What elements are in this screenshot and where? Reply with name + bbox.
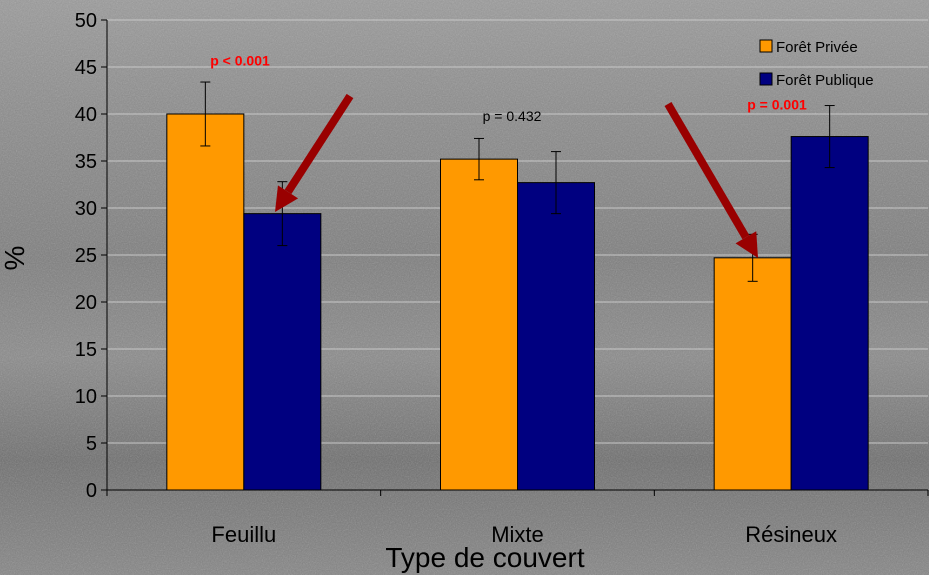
- annotation-arrow-head: [735, 231, 758, 258]
- bar-publique: [243, 213, 322, 491]
- annotation-arrow-head: [275, 185, 299, 212]
- bar-privee: [713, 257, 792, 491]
- legend-swatch: [759, 39, 773, 53]
- y-tick-label: 0: [86, 480, 97, 502]
- bar-publique: [790, 136, 869, 491]
- y-tick-label: 15: [75, 339, 97, 361]
- y-tick-label: 40: [75, 104, 97, 126]
- legend-label: Forêt Publique: [776, 72, 874, 89]
- y-tick-label: 20: [75, 292, 97, 314]
- x-category-label: Résineux: [745, 522, 837, 547]
- x-axis-title: Type de couvert: [385, 542, 584, 573]
- bar-publique: [517, 182, 595, 491]
- y-tick-label: 5: [86, 433, 97, 455]
- p-value-annotation: p = 0.001: [747, 97, 807, 113]
- y-tick-label: 30: [75, 198, 97, 220]
- y-tick-label: 10: [75, 386, 97, 408]
- p-value-annotation: p < 0.001: [210, 52, 270, 68]
- annotation-arrow-shaft: [664, 101, 750, 240]
- legend-label: Forêt Privée: [776, 39, 858, 56]
- x-category-label: Feuillu: [211, 522, 276, 547]
- y-tick-label: 45: [75, 57, 97, 79]
- bar-privee: [440, 158, 518, 491]
- y-tick-label: 35: [75, 151, 97, 173]
- p-value-annotation: p = 0.432: [483, 108, 542, 124]
- x-category-label: Mixte: [491, 522, 544, 547]
- annotation-arrow-shaft: [284, 93, 354, 195]
- bar-privee: [166, 113, 245, 491]
- legend-swatch: [759, 72, 773, 86]
- y-axis-title: %: [0, 246, 30, 271]
- y-tick-label: 50: [75, 10, 97, 32]
- y-tick-label: 25: [75, 245, 97, 267]
